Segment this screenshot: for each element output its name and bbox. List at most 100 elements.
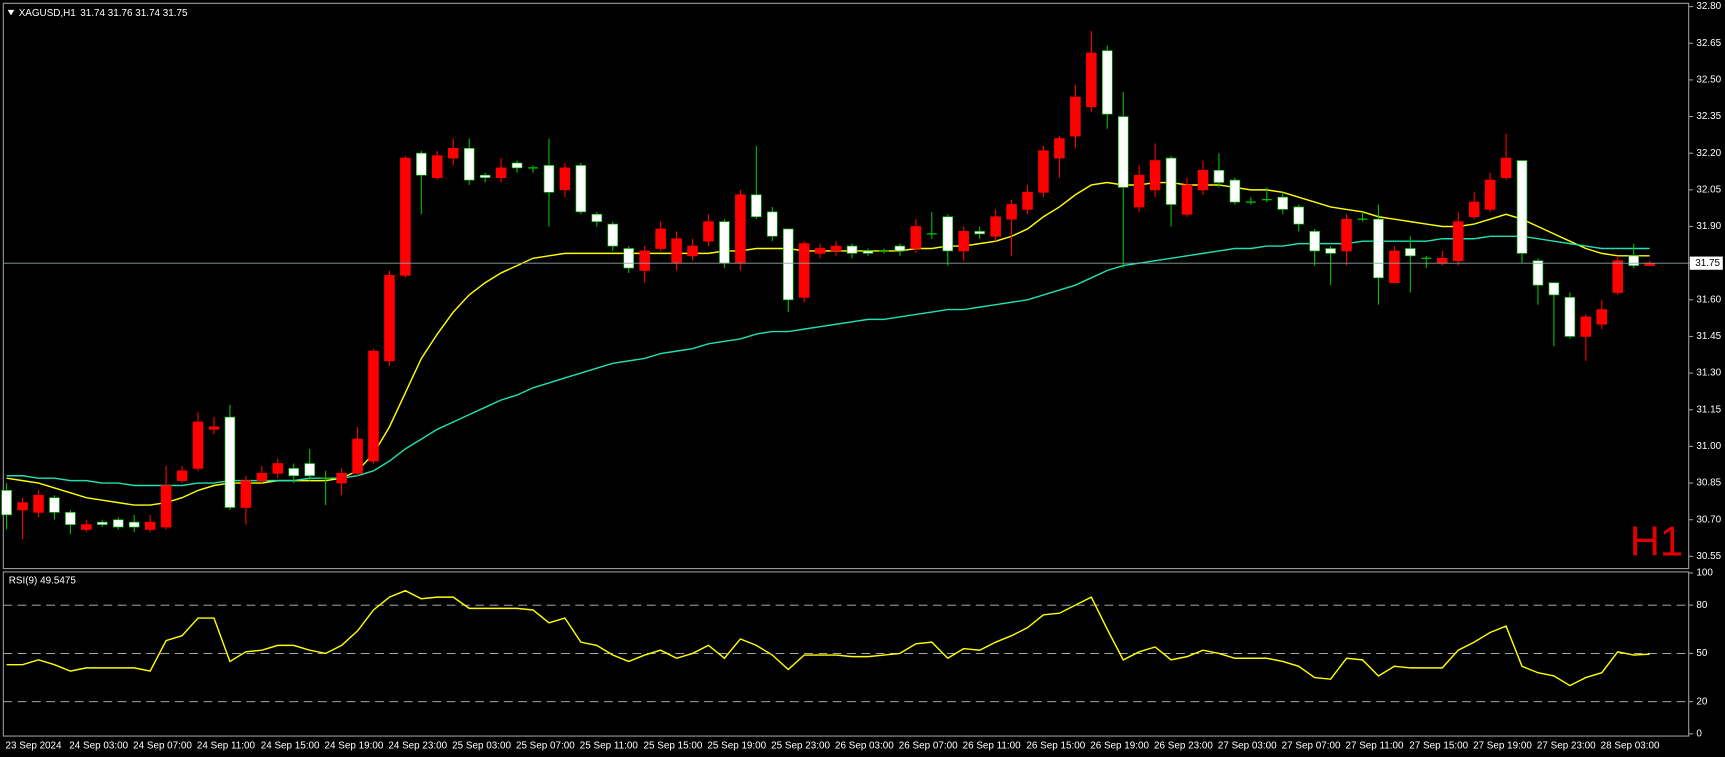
- candle-body: [81, 524, 92, 530]
- candle-body: [639, 250, 650, 271]
- candle-body: [1293, 206, 1304, 225]
- candle-body: [479, 174, 491, 178]
- menu-triangle[interactable]: [7, 9, 15, 16]
- candle-body: [1341, 218, 1352, 252]
- candle-body: [1213, 169, 1225, 183]
- candle-body: [1086, 52, 1097, 108]
- y-tick-label: 50: [1696, 648, 1707, 659]
- candle-body: [1596, 309, 1608, 325]
- candle-body: [1484, 179, 1496, 210]
- candle-body: [751, 194, 762, 218]
- x-tick-label: 24 Sep 19:00: [325, 741, 384, 752]
- candle-body: [1, 490, 12, 516]
- candle-body: [1452, 221, 1464, 262]
- y-tick-label: 32.05: [1696, 184, 1721, 195]
- candle-body: [1325, 248, 1336, 254]
- y-tick-label: 20: [1696, 696, 1707, 707]
- candle-body: [607, 223, 619, 247]
- x-tick-label: 27 Sep 23:00: [1537, 741, 1596, 752]
- candle-body: [1181, 184, 1193, 215]
- candle-body: [1038, 150, 1049, 193]
- y-tick-label: 32.80: [1696, 1, 1721, 12]
- y-tick-label: 31.00: [1696, 441, 1721, 452]
- candle-body: [942, 216, 954, 252]
- candle-body: [1373, 218, 1384, 279]
- rsi-line: [6, 589, 1650, 687]
- candle-body: [894, 245, 906, 252]
- candle-body: [1628, 255, 1639, 266]
- y-tick-label: 80: [1696, 600, 1707, 611]
- candle-body: [511, 162, 523, 169]
- candle-body: [623, 248, 635, 269]
- x-tick-label: 25 Sep 07:00: [516, 741, 575, 752]
- candle-body: [352, 438, 363, 474]
- quote: 31.74 31.76 31.74 31.75: [80, 8, 188, 19]
- candle-body: [703, 221, 714, 242]
- candle-body: [767, 211, 778, 237]
- y-tick-label: 31.45: [1696, 331, 1721, 342]
- candle-body: [112, 519, 124, 528]
- y-tick-label: 100: [1696, 568, 1713, 579]
- y-tick-label: 31.90: [1696, 221, 1721, 232]
- candle-body: [830, 245, 842, 252]
- x-tick-label: 26 Sep 15:00: [1026, 741, 1085, 752]
- x-tick-label: 27 Sep 19:00: [1473, 741, 1532, 752]
- candle-body: [543, 165, 555, 193]
- candle-body: [1054, 138, 1065, 159]
- x-tick-label: 27 Sep 11:00: [1345, 741, 1404, 752]
- candle-body: [1580, 316, 1592, 337]
- candle-body: [463, 147, 475, 181]
- candle-body: [1548, 282, 1560, 296]
- y-tick-label: 30.70: [1696, 514, 1721, 525]
- y-tick-label: 31.60: [1696, 294, 1721, 305]
- x-tick-label: 25 Sep 11:00: [580, 741, 639, 752]
- x-tick-label: 26 Sep 23:00: [1154, 741, 1213, 752]
- y-tick-label: 32.65: [1696, 38, 1721, 49]
- y-tick-label: 30.85: [1696, 478, 1721, 489]
- candle-body: [655, 228, 666, 249]
- candle-body: [288, 468, 300, 477]
- x-tick-label: 25 Sep 03:00: [452, 741, 511, 752]
- y-tick-label: 32.20: [1696, 148, 1721, 159]
- candle-body: [719, 221, 730, 264]
- candle-body: [160, 485, 172, 528]
- candle-body: [735, 194, 746, 264]
- candle-body: [591, 213, 603, 222]
- candle-body: [798, 243, 810, 298]
- candle-body: [1532, 260, 1544, 286]
- candle-body: [1500, 157, 1512, 178]
- candle-body: [17, 502, 28, 511]
- x-tick-label: 24 Sep 11:00: [197, 741, 256, 752]
- y-tick-label: 32.50: [1696, 75, 1721, 86]
- x-tick-label: 24 Sep 07:00: [133, 741, 192, 752]
- candle-body: [1309, 231, 1320, 252]
- candle-body: [272, 463, 284, 474]
- candle-body: [304, 463, 315, 477]
- candle-body: [49, 497, 60, 513]
- candle-body: [176, 470, 188, 481]
- price-panel-frame: [2, 2, 1690, 570]
- candle-body: [1022, 191, 1033, 210]
- candle-body: [814, 248, 826, 254]
- x-tick-label: 25 Sep 23:00: [771, 741, 830, 752]
- candle-body: [240, 480, 252, 508]
- candle-body: [336, 472, 347, 484]
- candle-body: [65, 512, 76, 525]
- candle-body: [1468, 201, 1480, 218]
- candle-body: [1516, 160, 1528, 254]
- candle-body: [1149, 160, 1161, 191]
- candle-body: [224, 416, 236, 508]
- timeframe-label: H1: [1630, 517, 1683, 564]
- candle-body: [1405, 248, 1416, 257]
- x-tick-label: 28 Sep 03:00: [1601, 741, 1660, 752]
- candle-body: [368, 350, 379, 462]
- x-tick-label: 26 Sep 03:00: [835, 741, 894, 752]
- x-tick-label: 27 Sep 15:00: [1409, 741, 1468, 752]
- x-tick-label: 26 Sep 07:00: [899, 741, 958, 752]
- candle-body: [33, 494, 44, 513]
- x-tick-label: 26 Sep 11:00: [963, 741, 1022, 752]
- candle-body: [447, 147, 459, 159]
- x-tick-label: 27 Sep 07:00: [1282, 741, 1341, 752]
